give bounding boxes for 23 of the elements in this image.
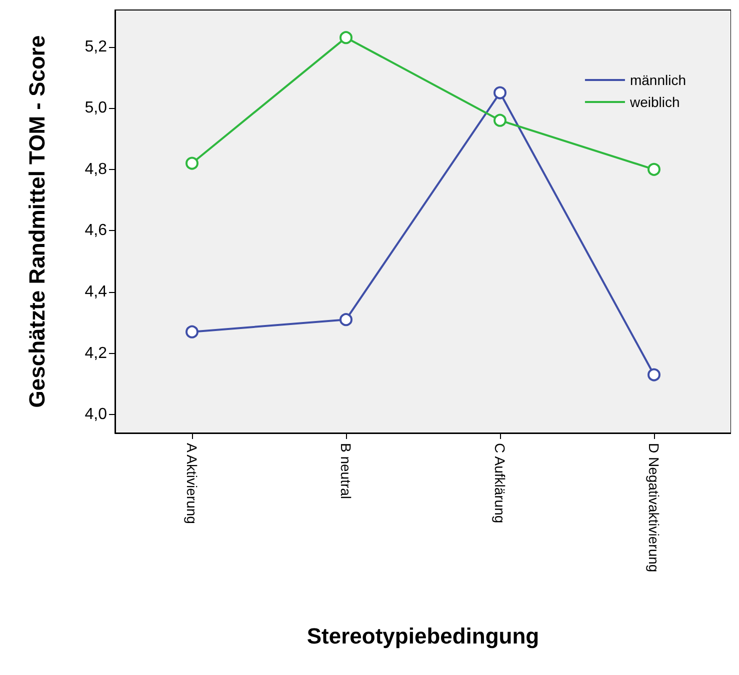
- point: [340, 31, 352, 44]
- y-tick-label: 5,0: [84, 100, 108, 117]
- point: [494, 86, 506, 100]
- point: [648, 162, 660, 176]
- x-tick-label: C Aufklärung: [492, 443, 508, 524]
- point: [186, 325, 198, 338]
- y-axis-title: Geschätzte Randmittel TOM - Score: [24, 35, 50, 408]
- y-tick-label: 4,8: [84, 160, 108, 178]
- y-tick-label: 4,0: [84, 406, 108, 424]
- y-tick-label: 5,2: [84, 38, 108, 56]
- point: [186, 156, 198, 170]
- legend-label: männlich: [630, 72, 686, 88]
- x-tick-label: D Negativaktivierung: [646, 443, 662, 572]
- x-tick-label: B neutral: [338, 443, 354, 500]
- x-axis-title: Stereotypiebedingung: [306, 624, 540, 648]
- point: [340, 313, 352, 326]
- y-tick-label: 4,6: [84, 222, 108, 240]
- point: [494, 114, 506, 127]
- y-tick-label: 4,4: [84, 284, 108, 300]
- point: [648, 368, 660, 382]
- legend-label: weiblich: [628, 94, 680, 110]
- x-tick-label: A Aktivierung: [184, 443, 200, 524]
- y-tick-label: 4,2: [84, 344, 108, 362]
